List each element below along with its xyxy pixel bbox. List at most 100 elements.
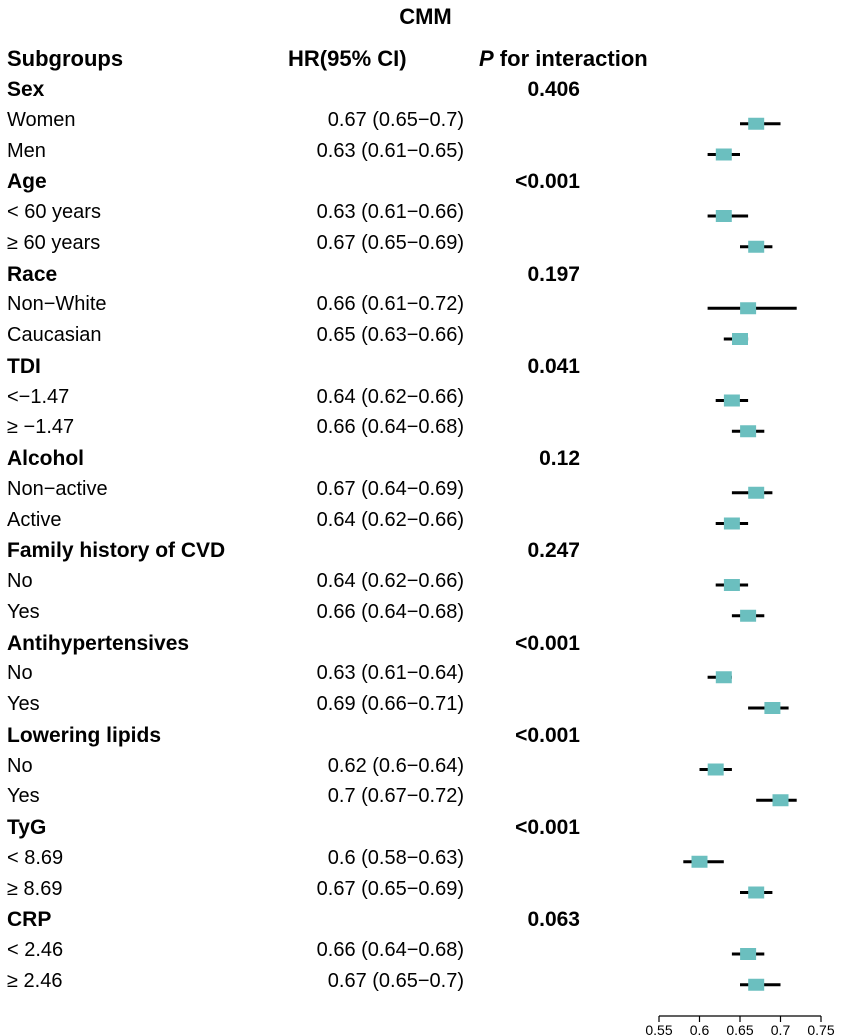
header-p-for-interaction: P for interaction: [479, 46, 648, 72]
subgroup-row: No 0.64 (0.62−0.66): [0, 570, 620, 601]
group-row: CRP 0.063: [0, 908, 620, 939]
p-for-interaction: <0.001: [515, 170, 580, 194]
hr-box: [732, 333, 748, 345]
hr-ci-value: 0.63 (0.61−0.66): [316, 201, 464, 223]
group-label: TyG: [7, 816, 47, 839]
subgroup-label: Active: [7, 508, 62, 531]
hr-ci-value: 0.67 (0.65−0.69): [316, 877, 464, 900]
group-row: Alcohol 0.12: [0, 447, 620, 478]
p-for-interaction: 0.041: [527, 354, 580, 378]
subgroup-row: Women 0.67 (0.65−0.7): [0, 109, 620, 140]
chart-title: CMM: [399, 4, 452, 29]
hr-box: [723, 579, 740, 591]
subgroup-row: ≥ 8.69 0.67 (0.65−0.69): [0, 878, 620, 909]
hr-box: [748, 486, 765, 499]
subgroup-row: No 0.62 (0.6−0.64): [0, 755, 620, 786]
group-label: TDI: [7, 354, 41, 378]
hr-ci-value: 0.66 (0.64−0.68): [316, 939, 464, 961]
group-row: Age <0.001: [0, 170, 620, 201]
hr-ci-value: 0.67 (0.65−0.7): [327, 108, 464, 131]
subgroup-label: < 60 years: [7, 201, 101, 223]
subgroup-row: < 2.46 0.66 (0.64−0.68): [0, 939, 620, 970]
subgroup-label: Yes: [7, 785, 40, 808]
hr-ci-value: 0.64 (0.62−0.66): [316, 570, 464, 592]
subgroup-row: Caucasian 0.65 (0.63−0.66): [0, 324, 620, 355]
subgroup-label: No: [7, 754, 33, 777]
subgroup-row: ≥ 2.46 0.67 (0.65−0.7): [0, 970, 620, 1001]
x-tick-label: 0.7: [771, 1022, 791, 1035]
subgroup-label: ≥ 60 years: [7, 231, 101, 254]
group-row: Lowering lipids <0.001: [0, 724, 620, 755]
hr-box: [740, 609, 757, 622]
group-row: Antihypertensives <0.001: [0, 632, 620, 663]
hr-box: [740, 302, 757, 315]
subgroup-row: ≥ 60 years 0.67 (0.65−0.69): [0, 232, 620, 263]
hr-box: [740, 425, 757, 438]
hr-ci-value: 0.63 (0.61−0.64): [316, 662, 464, 685]
group-label: Race: [7, 262, 58, 286]
group-label: Antihypertensives: [7, 631, 190, 655]
subgroup-row: < 60 years 0.63 (0.61−0.66): [0, 201, 620, 232]
group-row: Family history of CVD 0.247: [0, 539, 620, 570]
subgroup-label: Men: [7, 139, 46, 162]
hr-ci-value: 0.6 (0.58−0.63): [327, 846, 464, 869]
header-p-italic: P: [479, 46, 494, 71]
subgroup-label: Women: [7, 108, 76, 131]
hr-box: [715, 671, 732, 684]
subgroup-label: Yes: [7, 600, 40, 623]
hr-box: [748, 886, 765, 899]
hr-ci-value: 0.7 (0.67−0.72): [327, 785, 464, 808]
group-row: TyG <0.001: [0, 816, 620, 847]
subgroup-row: Men 0.63 (0.61−0.65): [0, 140, 620, 171]
subgroup-label: < 8.69: [7, 846, 64, 869]
group-label: Age: [7, 170, 47, 194]
p-for-interaction: 0.197: [527, 262, 580, 286]
subgroup-label: Caucasian: [7, 324, 102, 346]
hr-ci-value: 0.66 (0.61−0.72): [316, 293, 464, 316]
x-tick-label: 0.55: [645, 1022, 672, 1035]
p-for-interaction: <0.001: [515, 816, 580, 839]
hr-ci-value: 0.67 (0.65−0.69): [316, 231, 464, 254]
hr-box: [748, 978, 765, 991]
x-tick-label: 0.65: [726, 1022, 753, 1035]
subgroup-row: No 0.63 (0.61−0.64): [0, 662, 620, 693]
x-tick-label: 0.75: [807, 1022, 834, 1035]
subgroup-label: ≥ 8.69: [7, 877, 63, 900]
hr-ci-value: 0.66 (0.64−0.68): [316, 416, 464, 439]
subgroup-label: Yes: [7, 693, 40, 715]
x-tick-label: 0.6: [690, 1022, 710, 1035]
p-for-interaction: <0.001: [515, 723, 580, 747]
p-for-interaction: 0.12: [539, 447, 580, 470]
header-p-rest: for interaction: [493, 46, 648, 71]
subgroup-row: Non−active 0.67 (0.64−0.69): [0, 478, 620, 509]
group-row: Sex 0.406: [0, 78, 620, 109]
group-label: Lowering lipids: [7, 723, 162, 747]
hr-ci-value: 0.64 (0.62−0.66): [316, 508, 464, 531]
hr-box: [715, 210, 732, 222]
group-row: TDI 0.041: [0, 355, 620, 386]
subgroup-row: Non−White 0.66 (0.61−0.72): [0, 293, 620, 324]
subgroup-label: No: [7, 570, 33, 592]
hr-ci-value: 0.63 (0.61−0.65): [316, 139, 464, 162]
hr-box: [748, 240, 765, 253]
hr-box: [723, 517, 740, 530]
p-for-interaction: 0.247: [527, 539, 580, 563]
hr-ci-value: 0.67 (0.64−0.69): [316, 477, 464, 500]
subgroup-label: <−1.47: [7, 385, 70, 408]
hr-box: [723, 394, 740, 407]
group-label: Alcohol: [7, 447, 84, 470]
subgroup-label: No: [7, 662, 33, 685]
hr-box: [707, 763, 724, 776]
subgroup-label: Non−White: [7, 293, 107, 316]
hr-box: [740, 948, 757, 960]
subgroup-row: < 8.69 0.6 (0.58−0.63): [0, 847, 620, 878]
hr-ci-value: 0.65 (0.63−0.66): [316, 324, 464, 346]
hr-ci-value: 0.67 (0.65−0.7): [327, 969, 464, 992]
subgroup-row: Yes 0.69 (0.66−0.71): [0, 693, 620, 724]
group-row: Race 0.197: [0, 263, 620, 294]
subgroup-label: ≥ −1.47: [7, 416, 75, 439]
hr-box: [772, 794, 789, 807]
hr-box: [715, 148, 732, 161]
hr-ci-value: 0.66 (0.64−0.68): [316, 600, 464, 623]
